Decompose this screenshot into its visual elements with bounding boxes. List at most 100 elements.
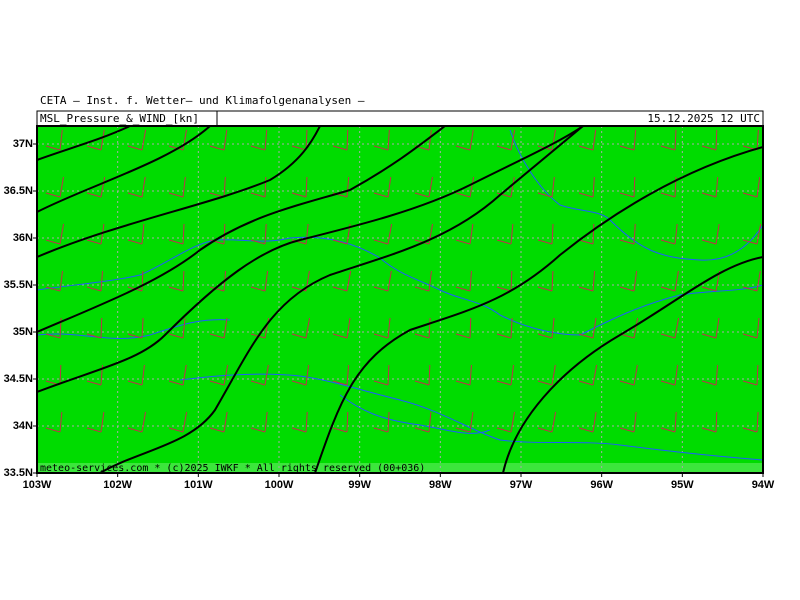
wind-barb — [127, 411, 147, 433]
wind-barb — [619, 270, 638, 292]
isobar — [37, 126, 211, 213]
wind-barb — [45, 411, 63, 433]
wind-barb — [86, 223, 105, 245]
wind-barb — [291, 176, 308, 198]
wind-barb — [537, 176, 555, 198]
wind-barb — [619, 129, 637, 151]
wind-barb — [701, 411, 718, 433]
river — [37, 236, 763, 336]
wind-barb — [742, 176, 761, 198]
wind-barb — [373, 176, 392, 198]
wind-barb — [742, 364, 759, 386]
wind-barb — [660, 317, 680, 339]
wind-barb — [168, 270, 185, 292]
wind-barb — [578, 364, 598, 386]
wind-barb — [168, 411, 188, 433]
wind-barb — [45, 223, 65, 245]
wind-barb — [537, 223, 554, 245]
wind-barb — [332, 129, 349, 151]
header-title: CETA — Inst. f. Wetter— und Klimafolgena… — [40, 94, 365, 107]
wind-barb — [701, 176, 719, 198]
wind-barb — [414, 364, 431, 386]
wind-barb — [660, 129, 677, 151]
wind-barb — [168, 317, 186, 339]
wind-barb — [578, 317, 597, 339]
x-axis-label: 94W — [752, 479, 775, 491]
wind-barb — [619, 223, 636, 245]
wind-barb — [660, 364, 679, 386]
wind-barb — [86, 317, 103, 339]
river — [509, 129, 763, 261]
y-axis-label: 37N — [13, 138, 33, 150]
wind-barb — [660, 411, 677, 433]
wind-barb — [86, 411, 105, 433]
wind-barb — [455, 270, 472, 292]
wind-barb — [455, 129, 474, 151]
wind-barb — [455, 411, 474, 433]
wind-barb — [537, 364, 556, 386]
wind-barb — [127, 176, 146, 198]
wind-barb — [496, 223, 514, 245]
wind-barb — [619, 411, 637, 433]
wind-barb — [373, 364, 390, 386]
wind-barb — [291, 364, 310, 386]
wind-barb — [45, 129, 63, 151]
wind-barb — [291, 411, 308, 433]
wind-barb — [373, 223, 393, 245]
footer-band — [37, 463, 763, 473]
wind-barb — [578, 270, 596, 292]
wind-barb — [742, 317, 760, 339]
river — [339, 394, 491, 434]
wind-barb — [742, 223, 762, 245]
wind-barb — [209, 364, 229, 386]
wind-barb — [578, 176, 595, 198]
x-axis-label: 96W — [590, 479, 613, 491]
wind-barb — [127, 223, 145, 245]
y-axis-label: 34.5N — [4, 373, 33, 385]
wind-barb — [45, 270, 63, 292]
wind-barb — [45, 176, 64, 198]
footer: meteo-services.com * (c)2025 IWKF * All … — [40, 463, 425, 474]
wind-barb — [332, 364, 350, 386]
x-axis-label: 101W — [184, 479, 213, 491]
isobar — [37, 126, 584, 393]
product-label: MSL_Pressure_&_WIND_[kn] — [40, 112, 199, 125]
wind-barb — [619, 364, 638, 386]
wind-barb — [455, 223, 474, 245]
y-axis-label: 35.5N — [4, 279, 33, 291]
wind-barb — [250, 129, 268, 151]
isobar — [37, 126, 446, 333]
x-axis-label: 102W — [103, 479, 132, 491]
wind-barb — [127, 317, 144, 339]
wind-barb — [701, 223, 720, 245]
wind-barb — [701, 317, 720, 339]
wind-barb — [332, 317, 351, 339]
wind-barb — [496, 317, 513, 339]
wind-barb — [291, 129, 308, 151]
isobars — [37, 126, 763, 473]
wind-barb — [660, 223, 678, 245]
y-axis-label: 34N — [13, 420, 33, 432]
wind-barb — [455, 317, 472, 339]
axes: 103W 102W 101W 100W 99W 98W 97W 96W 95W 94W 37N 36.… — [4, 138, 775, 491]
wind-barb — [742, 270, 761, 292]
map-frame — [36, 125, 764, 474]
y-axis-label: 33.5N — [4, 467, 33, 479]
wind-barb — [168, 223, 185, 245]
wind-barb — [496, 364, 514, 386]
wind-barb — [619, 176, 636, 198]
river — [37, 319, 231, 340]
wind-barb — [496, 129, 516, 151]
wind-barb — [537, 317, 555, 339]
wind-barb — [127, 364, 145, 386]
wind-barb — [250, 364, 269, 386]
wind-barb — [373, 270, 392, 292]
y-axis-label: 35N — [13, 326, 33, 338]
x-axis-label: 97W — [510, 479, 533, 491]
y-axis-label: 36N — [13, 232, 33, 244]
rivers — [37, 129, 763, 461]
wind-barb — [291, 317, 311, 339]
x-axis-label: 100W — [265, 479, 294, 491]
isobar — [37, 126, 321, 258]
